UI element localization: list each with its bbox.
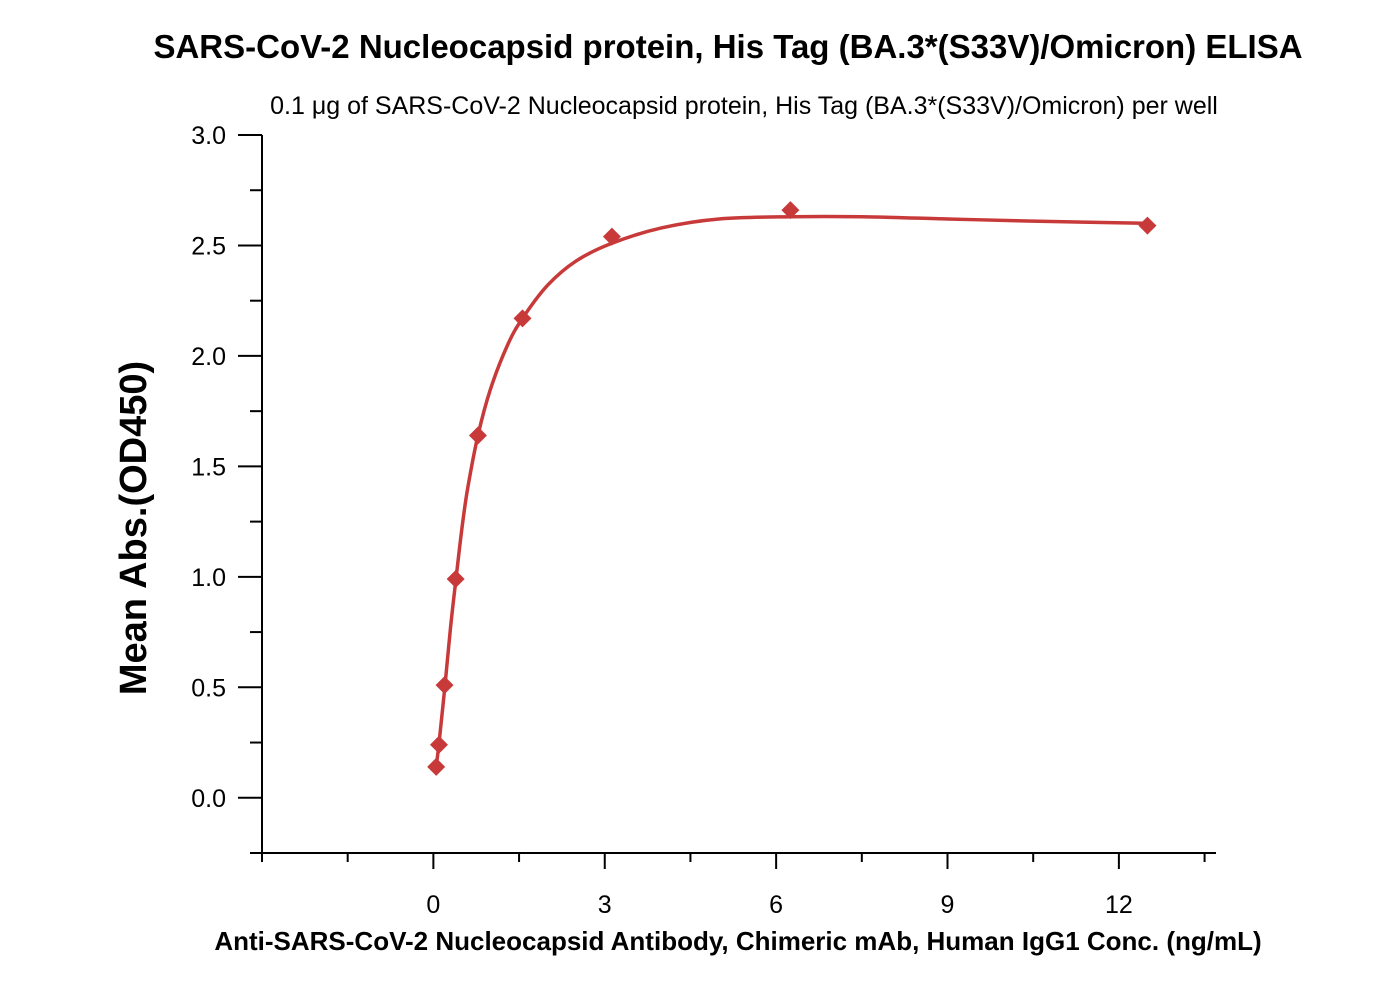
fit-curve-layer xyxy=(434,214,1148,768)
y-tick-label: 0.5 xyxy=(191,674,226,702)
data-point xyxy=(427,757,446,776)
data-point xyxy=(468,426,487,445)
fit-curve xyxy=(434,214,1148,768)
y-tick-label: 0.0 xyxy=(191,785,226,813)
y-tick-label: 3.0 xyxy=(191,122,226,150)
chart-subtitle: 0.1 μg of SARS-CoV-2 Nucleocapsid protei… xyxy=(270,92,1218,120)
x-tick-label: 0 xyxy=(426,891,440,919)
y-tick-label: 2.0 xyxy=(191,343,226,371)
x-tick-label: 12 xyxy=(1105,891,1133,919)
y-tick-label: 1.0 xyxy=(191,564,226,592)
y-axis-label: Mean Abs.(OD450) xyxy=(113,361,155,695)
data-point xyxy=(513,309,532,328)
data-point xyxy=(446,570,465,589)
x-tick-label: 6 xyxy=(769,891,783,919)
chart-title: SARS-CoV-2 Nucleocapsid protein, His Tag… xyxy=(153,28,1303,65)
data-point xyxy=(429,735,448,754)
x-axis-label: Anti-SARS-CoV-2 Nucleocapsid Antibody, C… xyxy=(214,926,1261,956)
x-tick-label: 3 xyxy=(598,891,612,919)
x-tick-label: 9 xyxy=(941,891,955,919)
data-point xyxy=(1138,216,1157,235)
data-point xyxy=(602,227,621,246)
data-point xyxy=(781,201,800,220)
data-point xyxy=(435,676,454,695)
data-points-layer xyxy=(427,201,1157,776)
y-tick-label: 2.5 xyxy=(191,232,226,260)
axes: 0.0 0.5 1.0 1.5 2.0 2.5 3.0 0 3 6 9 12 xyxy=(191,122,1216,919)
y-tick-label: 1.5 xyxy=(191,453,226,481)
